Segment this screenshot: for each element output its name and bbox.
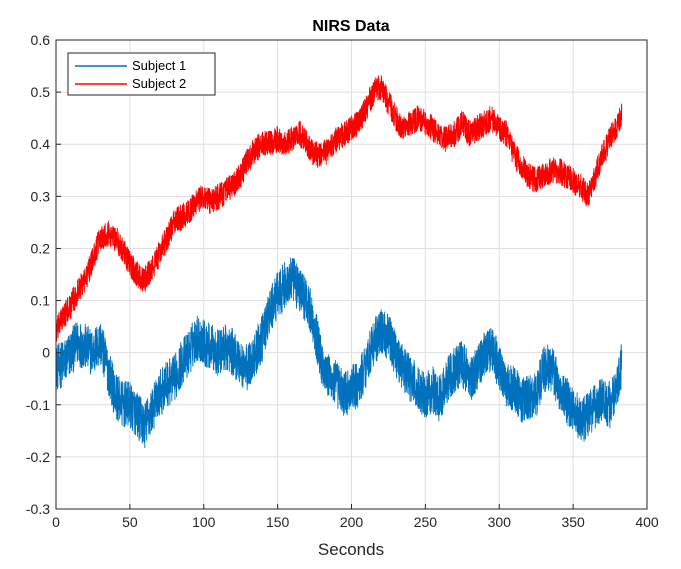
y-tick-label: 0.6 <box>31 32 51 48</box>
y-tick-label: 0.1 <box>31 293 51 309</box>
series-line-2 <box>55 75 623 342</box>
y-axis-ticks: -0.3 -0.2 -0.1 0 0.1 0.2 0.3 0.4 0.5 0.6 <box>26 32 61 517</box>
y-tick-label: 0.3 <box>31 188 51 204</box>
legend-label-subject-2: Subject 2 <box>132 76 186 91</box>
x-tick-label: 100 <box>192 514 216 530</box>
y-tick-label: -0.1 <box>26 397 50 413</box>
x-tick-label: 250 <box>414 514 438 530</box>
y-tick-label: -0.2 <box>26 449 50 465</box>
y-tick-label: 0.4 <box>31 136 51 152</box>
x-axis-label: Seconds <box>318 540 384 559</box>
x-axis-ticks: 0 50 100 150 200 250 300 350 400 <box>52 504 659 530</box>
x-tick-label: 400 <box>635 514 659 530</box>
y-tick-label: -0.3 <box>26 501 50 517</box>
series-line-1 <box>55 257 623 449</box>
y-tick-label: 0.2 <box>31 240 51 256</box>
y-tick-label: 0.5 <box>31 84 51 100</box>
x-tick-label: 50 <box>122 514 138 530</box>
x-tick-label: 150 <box>266 514 290 530</box>
plot-series <box>55 75 623 449</box>
y-tick-label: 0 <box>42 345 50 361</box>
legend-label-subject-1: Subject 1 <box>132 58 186 73</box>
chart-title: NIRS Data <box>312 18 389 35</box>
legend-box <box>67 52 216 96</box>
x-tick-label: 200 <box>340 514 364 530</box>
x-tick-label: 0 <box>52 514 60 530</box>
x-tick-label: 300 <box>488 514 512 530</box>
x-tick-label: 350 <box>561 514 585 530</box>
legend: Subject 1 Subject 2 <box>67 52 216 96</box>
